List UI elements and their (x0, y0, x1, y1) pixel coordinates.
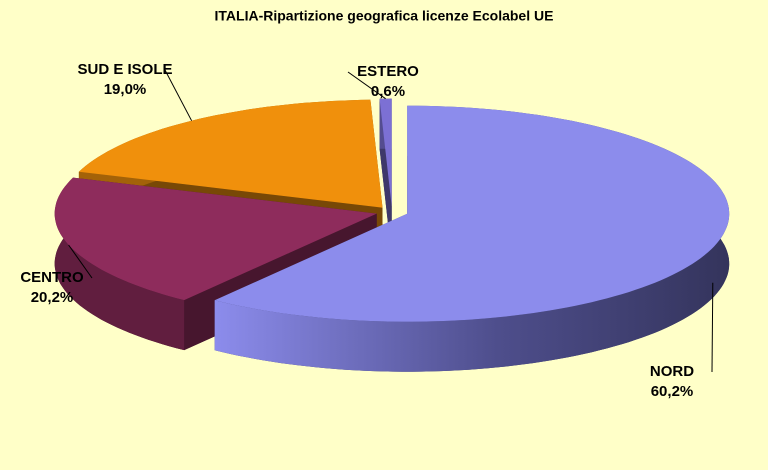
slice-outer-wall (54, 177, 185, 351)
pie (54, 98, 730, 372)
value-label: 60,2% (651, 383, 694, 400)
chart-title: ITALIA-Ripartizione geografica licenze E… (215, 8, 554, 24)
leader-line (347, 71, 386, 100)
category-label: CENTRO (20, 269, 84, 286)
slice-top (379, 98, 392, 207)
labels: NORD 60,2% CENTRO 20,2% SUD E ISOLE 19,0% ESTE… (20, 61, 714, 400)
leader-line (711, 282, 714, 373)
category-label: ESTERO (357, 63, 419, 80)
slice-top (214, 105, 730, 322)
slice-top (54, 177, 377, 301)
value-label: 19,0% (104, 81, 147, 98)
category-label: SUD E ISOLE (77, 61, 172, 78)
leader-line (164, 69, 193, 121)
value-label: 20,2% (31, 289, 74, 306)
slice-top (78, 99, 383, 208)
leader-line (68, 244, 93, 279)
category-label: NORD (650, 363, 694, 380)
value-label: 0,6% (371, 83, 405, 100)
